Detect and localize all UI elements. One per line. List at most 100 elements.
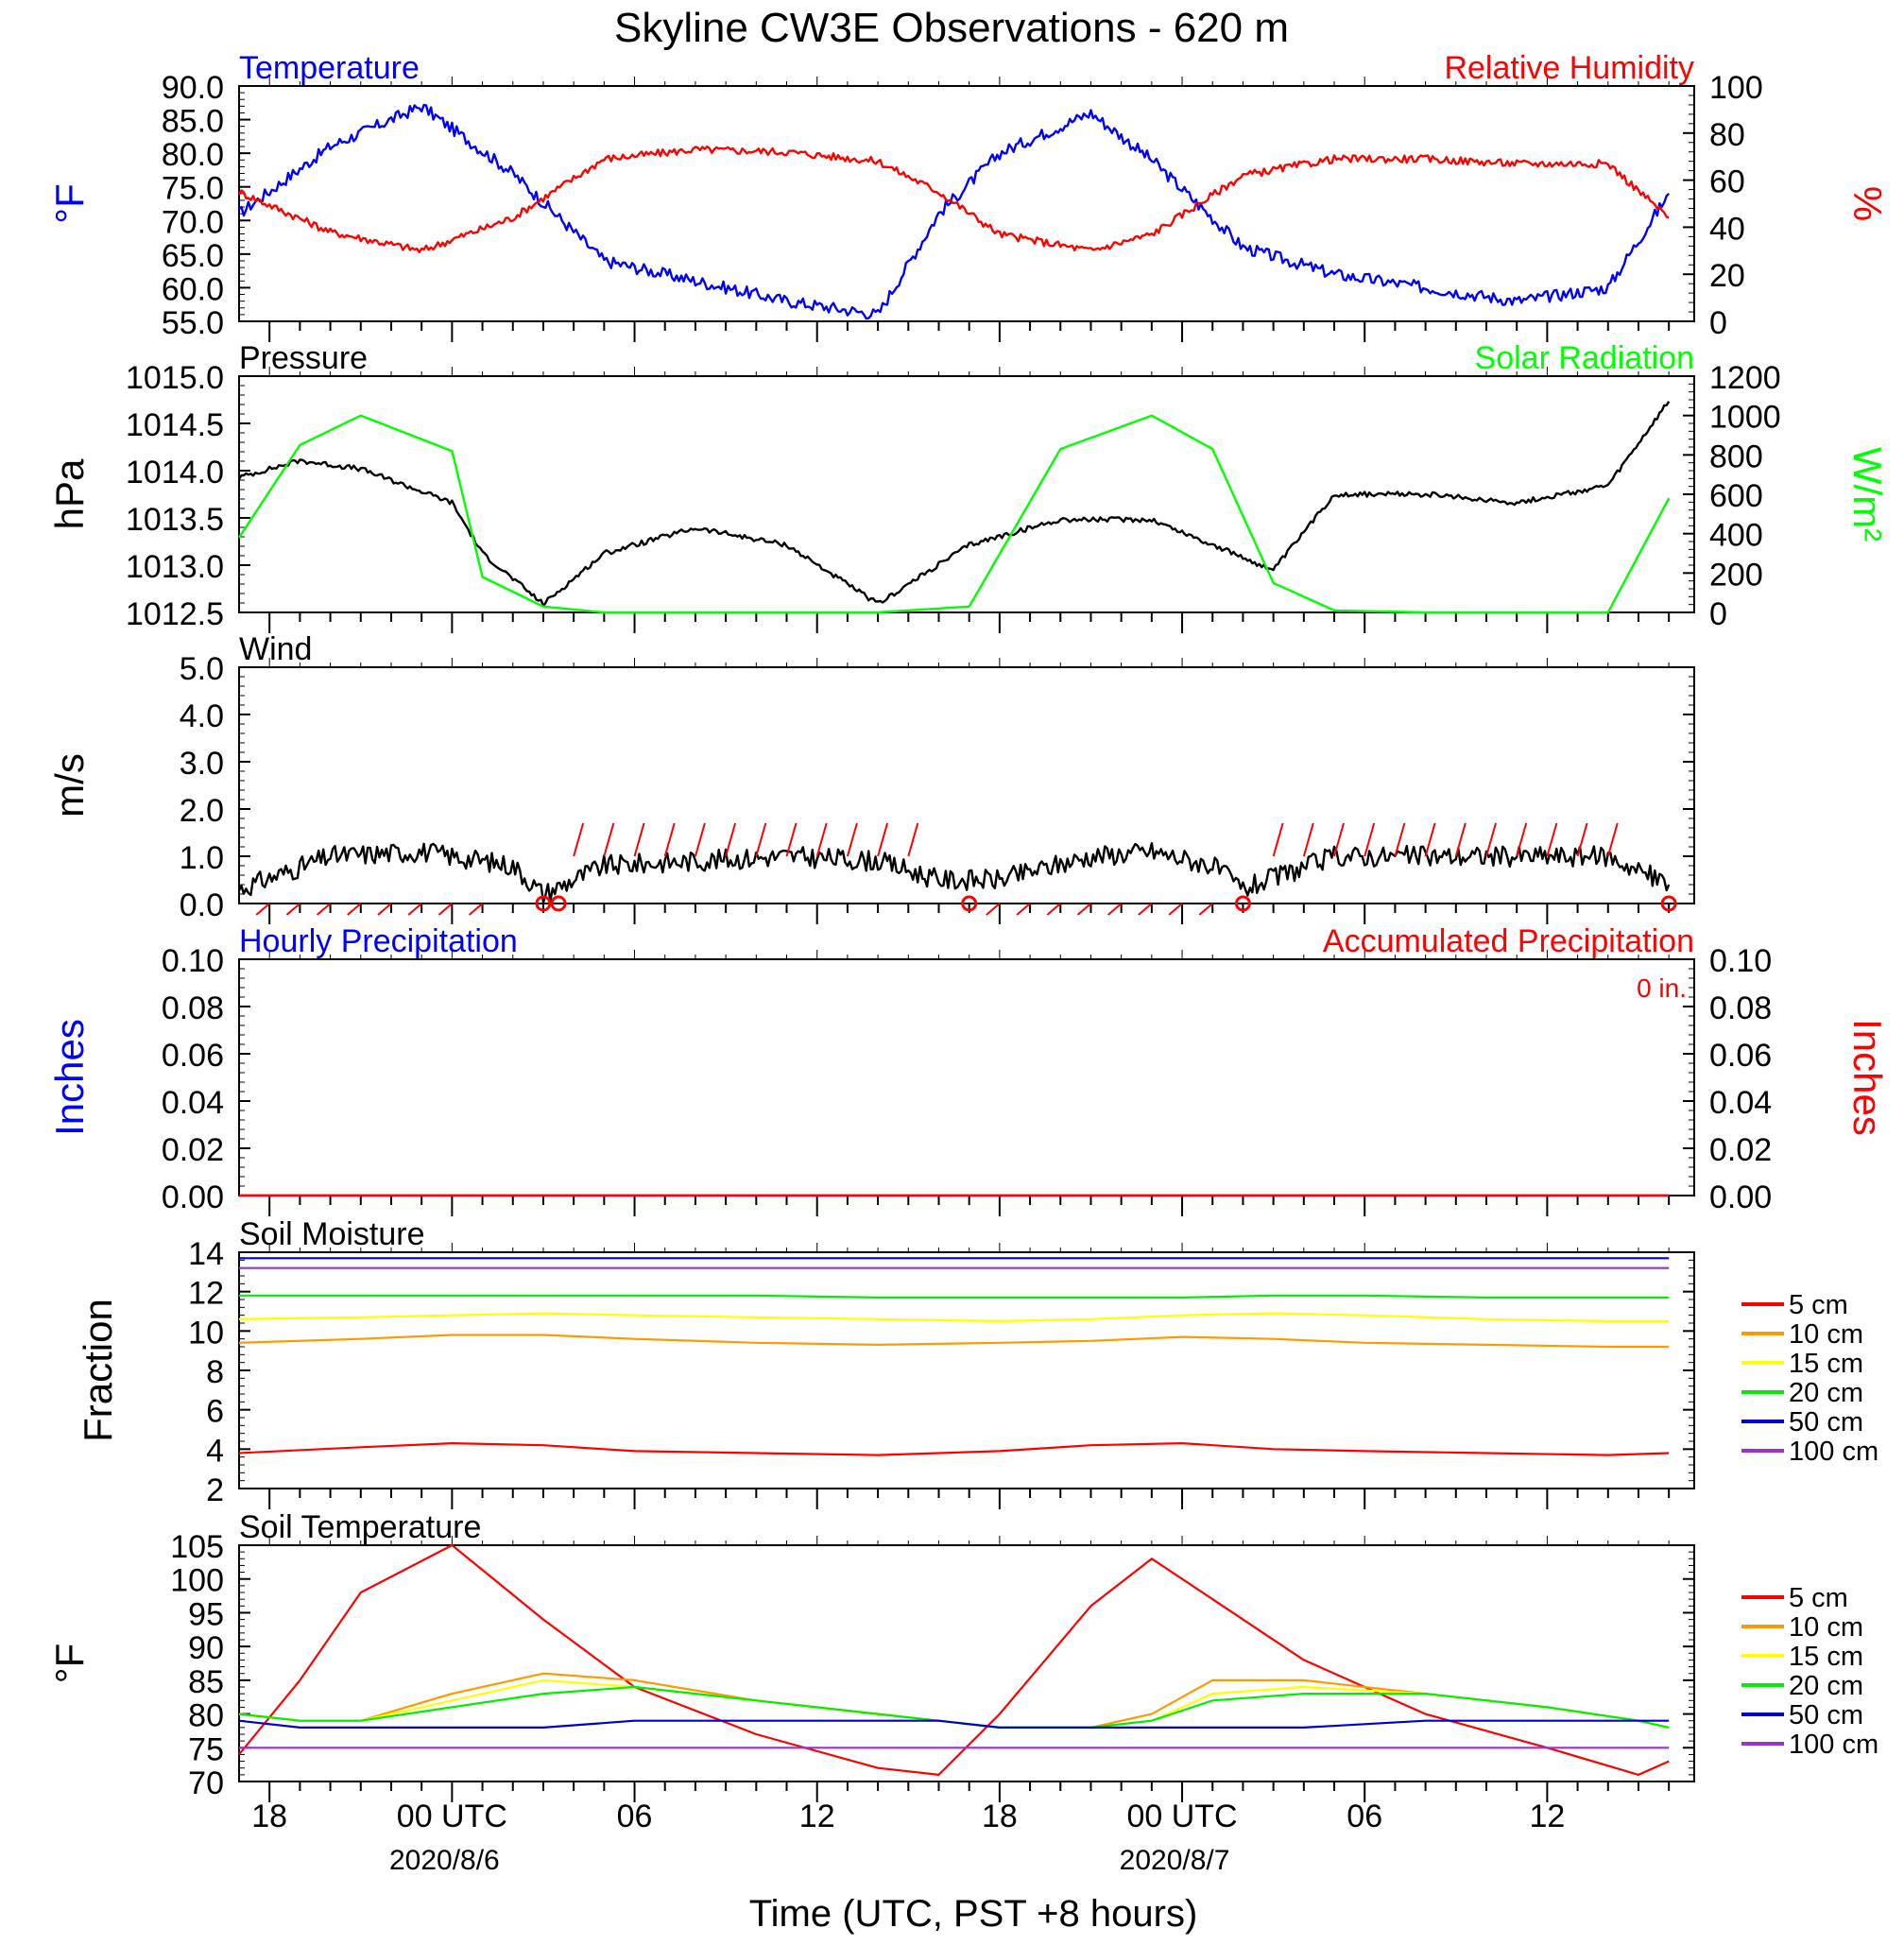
panel-frame [238, 85, 1695, 322]
series-line-pressure [237, 401, 1671, 608]
x-date-label: 2020/8/7 [1120, 1845, 1230, 1876]
wind-barb [1576, 822, 1588, 857]
wind-barb [377, 903, 392, 916]
y-tick-label: 1014.0 [126, 455, 224, 491]
wind-barb [815, 822, 828, 857]
y2-tick-label: 0.04 [1709, 1085, 1772, 1121]
legend-label: 10 cm [1789, 1612, 1863, 1643]
wind-barb [468, 903, 484, 916]
time-axis: 18 00 UTC 06 12 18 00 UTC 06 12 2020/8/6 2020/8/7 [251, 1799, 1565, 1876]
y-axis-title: °F [47, 183, 92, 223]
y-tick-label: 1013.5 [126, 502, 224, 538]
wind-barb [1516, 822, 1528, 857]
series-line-solar-radiation [237, 414, 1671, 614]
y-tick-label: 0.0 [180, 887, 224, 923]
wind-barb [1454, 822, 1467, 857]
series-line-relative-humidity [237, 146, 1670, 253]
x-tick-label: 00 UTC [397, 1799, 507, 1834]
legend-label: 10 cm [1789, 1319, 1863, 1350]
y-tick-label: 12 [188, 1276, 224, 1312]
y-axis-title: Inches [47, 1019, 92, 1136]
panel-label-left: Soil Temperature [239, 1509, 481, 1545]
accum-annotation: 0 in. [1637, 973, 1687, 1003]
series-line-temperature [238, 103, 1671, 320]
y-tick-label: 60.0 [162, 271, 224, 307]
x-tick-label: 18 [251, 1799, 287, 1834]
y-tick-label: 100 [170, 1563, 224, 1599]
series-line-20-cm [239, 1294, 1670, 1299]
y-tick-label: 105 [170, 1529, 224, 1565]
x-tick-label: 12 [799, 1799, 835, 1834]
y-tick-label: 5.0 [180, 651, 224, 687]
wind-barb [785, 822, 798, 857]
y2-tick-label: 100 [1709, 70, 1763, 106]
figure-title: Skyline CW3E Observations - 620 m [614, 5, 1289, 51]
wind-barb [347, 903, 362, 916]
panel-label-right: Solar Radiation [1475, 340, 1694, 376]
series-line-15-cm [238, 1312, 1670, 1322]
y-tick-label: 14 [188, 1236, 224, 1272]
panel-label-left: Pressure [239, 340, 368, 376]
y-tick-label: 85 [188, 1664, 224, 1700]
panel-label-left: Hourly Precipitation [239, 923, 518, 959]
y-tick-label: 0.04 [162, 1085, 224, 1121]
wind-barb [437, 903, 454, 916]
calm-marker [550, 895, 567, 912]
wind-barb [285, 903, 301, 916]
wind-barb [1485, 822, 1497, 857]
legend-label: 20 cm [1789, 1378, 1863, 1408]
y2-axis-title: Inches [1845, 1019, 1890, 1136]
wind-barb [986, 903, 1001, 916]
panel-frame [238, 375, 1695, 613]
y-tick-label: 75.0 [162, 171, 224, 207]
y-tick-label: 10 [188, 1315, 224, 1351]
wind-barb [846, 822, 858, 857]
y-tick-label: 0.00 [162, 1179, 224, 1215]
panel-3: 0.10 0.08 0.06 0.04 0.02 0.00 0.10 0.08 0.06 0.04… [47, 923, 1890, 1216]
y2-tick-label: 0.00 [1709, 1179, 1772, 1215]
y-axis-title: °F [47, 1644, 92, 1683]
y-tick-label: 1012.5 [126, 596, 224, 632]
y2-tick-label: 200 [1709, 557, 1763, 593]
wind-barb [1138, 903, 1153, 916]
panel-frame [238, 1544, 1695, 1782]
wind-barb [573, 822, 585, 857]
legend-label: 5 cm [1789, 1583, 1848, 1613]
x-tick-label: 06 [1347, 1799, 1382, 1834]
y2-tick-label: 1000 [1709, 400, 1781, 436]
wind-barb [755, 822, 767, 857]
wind-barb [1546, 822, 1558, 857]
x-tick-label: 12 [1529, 1799, 1565, 1834]
y-tick-label: 1013.0 [126, 549, 224, 585]
legend-label: 50 cm [1789, 1700, 1863, 1730]
wind-barb [1076, 903, 1092, 916]
wind-barb [1364, 822, 1376, 857]
y2-tick-label: 0.08 [1709, 990, 1772, 1026]
legend-label: 15 cm [1789, 1642, 1863, 1672]
legend-label: 100 cm [1789, 1437, 1878, 1467]
y-tick-label: 80.0 [162, 137, 224, 173]
y-tick-label: 55.0 [162, 305, 224, 341]
y2-tick-label: 20 [1709, 258, 1745, 294]
panel-frame [238, 958, 1695, 1196]
wind-barb [1606, 822, 1619, 857]
y-tick-label: 8 [206, 1354, 224, 1390]
y-tick-label: 2 [206, 1472, 224, 1508]
legend-label: 100 cm [1789, 1730, 1878, 1760]
wind-barb [1198, 903, 1213, 916]
wind-barb [407, 903, 422, 916]
y-tick-label: 90 [188, 1630, 224, 1666]
wind-barb [877, 822, 889, 857]
legend-label: 15 cm [1789, 1349, 1863, 1379]
y-tick-label: 0.02 [162, 1132, 224, 1168]
x-tick-label: 06 [617, 1799, 653, 1834]
y2-axis-title: % [1845, 186, 1890, 221]
wind-barb [633, 822, 645, 857]
y-tick-label: 1015.0 [126, 360, 224, 396]
x-axis-label: Time (UTC, PST +8 hours) [749, 1893, 1198, 1935]
calm-marker [535, 895, 552, 912]
y-axis-title: hPa [47, 458, 92, 529]
panel-label-right: Relative Humidity [1444, 50, 1694, 86]
series-line-10-cm [238, 1334, 1670, 1349]
